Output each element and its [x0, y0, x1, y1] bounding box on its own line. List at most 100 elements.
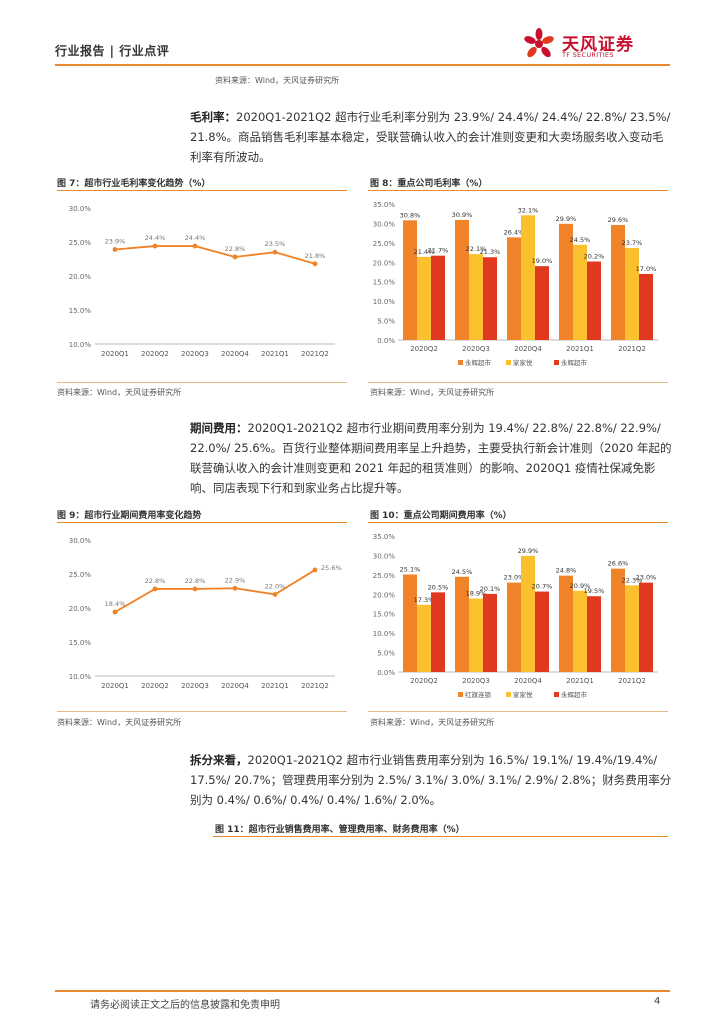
- paragraph-lead: 拆分来看，: [190, 753, 248, 767]
- bar: [469, 254, 483, 340]
- y-tick-label: 35.0%: [373, 201, 396, 209]
- figure-10-source: 资料来源：Wind，天风证券研究所: [370, 718, 495, 727]
- bar-value-label: 22.3%: [622, 576, 643, 584]
- bar-value-label: 29.6%: [608, 216, 629, 224]
- x-tick-label: 2021Q2: [618, 677, 646, 685]
- y-tick-label: 15.0%: [373, 279, 396, 287]
- figure-8-title: 图 8：重点公司毛利率（%）: [370, 179, 488, 189]
- bar-value-label: 20.2%: [584, 253, 605, 261]
- bar: [625, 247, 639, 340]
- bar: [403, 220, 417, 340]
- legend-swatch: [554, 360, 559, 365]
- figure-8-source: 资料来源：Wind，天风证券研究所: [370, 388, 495, 397]
- data-label: 22.0%: [265, 582, 286, 590]
- data-label: 23.9%: [105, 237, 126, 245]
- y-tick-label: 35.0%: [373, 533, 396, 541]
- figure-8-chart: 0.0% 5.0% 10.0% 15.0% 20.0% 25.0% 30.0% 35.0% 30…: [373, 201, 658, 367]
- bar: [483, 593, 497, 672]
- data-label: 23.5%: [265, 240, 286, 248]
- bar-value-label: 20.1%: [480, 585, 501, 593]
- bar: [521, 555, 535, 672]
- bar-value-label: 20.9%: [570, 582, 591, 590]
- x-tick-label: 2020Q4: [514, 677, 542, 685]
- figure-7-top-rule: [57, 190, 347, 191]
- y-tick-label: 20.0%: [373, 591, 396, 599]
- legend-label: 家家悦: [513, 690, 533, 699]
- x-tick-label: 2020Q2: [410, 345, 438, 353]
- y-tick-label: 30.0%: [373, 552, 396, 560]
- bar-value-label: 26.6%: [608, 560, 629, 568]
- legend-label: 永辉超市: [465, 358, 492, 367]
- paragraph-lead: 毛利率：: [190, 110, 236, 124]
- footer-disclaimer: 请务必阅读正文之后的信息披露和免责申明: [90, 1000, 280, 1011]
- bar-value-label: 20.5%: [428, 583, 449, 591]
- figure-11-title: 图 11：超市行业销售费用率、管理费用率、财务费用率（%）: [215, 825, 465, 835]
- y-tick-label: 0.0%: [377, 337, 395, 345]
- x-tick-label: 2020Q2: [141, 682, 169, 690]
- series-line: [114, 245, 316, 265]
- x-tick-label: 2020Q4: [514, 345, 542, 353]
- bar-value-label: 24.5%: [570, 236, 591, 244]
- bar: [431, 255, 445, 340]
- bar: [507, 582, 521, 672]
- y-tick-label: 20.0%: [69, 605, 92, 613]
- y-tick-label: 10.0%: [373, 630, 396, 638]
- x-tick-label: 2021Q2: [618, 345, 646, 353]
- paragraph-text: 2020Q1-2021Q2 超市行业销售费用率分别为 16.5%/ 19.1%/…: [190, 753, 672, 807]
- bar-value-label: 19.0%: [532, 257, 553, 265]
- bar-value-label: 22.1%: [466, 245, 487, 253]
- bar-value-label: 30.8%: [400, 211, 421, 219]
- y-tick-label: 15.0%: [69, 639, 92, 647]
- figure-10-title: 图 10：重点公司期间费用率（%）: [370, 511, 512, 521]
- data-point: [312, 261, 318, 267]
- bar: [469, 598, 483, 672]
- bar: [625, 585, 639, 672]
- y-tick-label: 10.0%: [69, 341, 92, 349]
- bar-value-label: 21.3%: [480, 248, 501, 256]
- data-point: [312, 567, 318, 573]
- figure-7-chart: 10.0% 15.0% 20.0% 25.0% 30.0% 2020Q1 2020Q2 202…: [69, 205, 335, 358]
- figure-8-bottom-rule: [368, 382, 668, 383]
- bar: [521, 215, 535, 340]
- bar: [611, 568, 625, 672]
- x-tick-label: 2021Q2: [301, 682, 329, 690]
- x-tick-label: 2021Q1: [261, 350, 289, 358]
- bar: [573, 244, 587, 340]
- bar: [639, 582, 653, 672]
- x-tick-label: 2020Q1: [101, 682, 129, 690]
- y-tick-label: 5.0%: [377, 318, 395, 326]
- bar-value-label: 29.9%: [556, 215, 577, 223]
- bar: [587, 596, 601, 672]
- legend-swatch: [458, 360, 463, 365]
- bar: [417, 256, 431, 340]
- y-tick-label: 10.0%: [69, 673, 92, 681]
- bar: [507, 237, 521, 340]
- bar-value-label: 30.9%: [452, 211, 473, 219]
- data-point: [272, 592, 278, 597]
- legend-label: 红旗连锁: [465, 690, 492, 699]
- bar-value-label: 25.1%: [400, 565, 421, 573]
- y-tick-label: 25.0%: [69, 571, 92, 579]
- bar-value-label: 21.7%: [428, 247, 449, 255]
- figure-11-top-rule: [213, 836, 668, 837]
- data-label: 22.8%: [185, 577, 206, 585]
- bar-value-label: 29.9%: [518, 547, 539, 555]
- paragraph-gross-margin: 毛利率：2020Q1-2021Q2 超市行业毛利率分别为 23.9%/ 24.4…: [190, 107, 672, 167]
- data-point: [112, 247, 118, 252]
- legend-swatch: [554, 692, 559, 697]
- series-line: [114, 569, 316, 613]
- y-tick-label: 20.0%: [373, 259, 396, 267]
- bar-value-label: 19.5%: [584, 587, 605, 595]
- y-tick-label: 30.0%: [373, 220, 396, 228]
- bar-value-label: 26.4%: [504, 228, 525, 236]
- x-tick-label: 2020Q3: [462, 677, 490, 685]
- bar-value-label: 23.0%: [504, 574, 525, 582]
- footer-rule: [55, 990, 670, 992]
- data-label: 24.4%: [145, 234, 166, 242]
- figure-8-top-rule: [368, 190, 668, 191]
- bar: [535, 591, 549, 672]
- x-tick-label: 2020Q3: [462, 345, 490, 353]
- legend-swatch: [458, 692, 463, 697]
- bar: [559, 575, 573, 672]
- x-tick-label: 2021Q1: [261, 682, 289, 690]
